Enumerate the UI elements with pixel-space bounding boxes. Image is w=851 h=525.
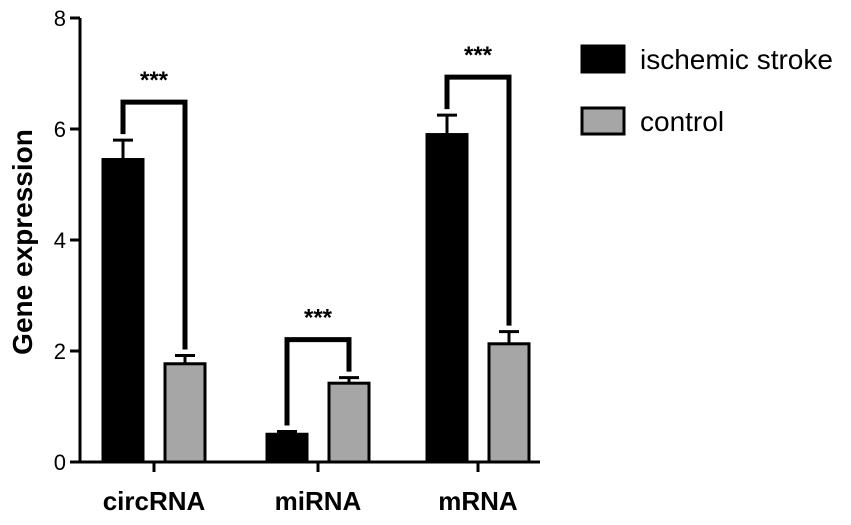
axes: 0 2 4 6 8 circRNA miRNA mRNA bbox=[54, 6, 540, 516]
significance-label-mRNA: *** bbox=[464, 42, 493, 69]
y-tick-label-4: 8 bbox=[54, 6, 66, 31]
x-tick-label-miRNA: miRNA bbox=[275, 486, 362, 516]
bar-mRNA-control bbox=[487, 342, 531, 464]
y-tick-label-3: 6 bbox=[54, 117, 66, 142]
bar-circRNA-control bbox=[163, 362, 207, 464]
legend-swatch-0 bbox=[580, 44, 626, 74]
x-tick-label-circRNA: circRNA bbox=[103, 486, 206, 516]
x-tick-label-mRNA: mRNA bbox=[438, 486, 518, 516]
significance-bracket-miRNA bbox=[284, 337, 352, 426]
bar-circRNA-stroke bbox=[101, 158, 145, 464]
y-tick-label-2: 4 bbox=[54, 228, 66, 253]
legend-label-0: ischemic stroke bbox=[640, 44, 833, 75]
y-axis-title: Gene expression bbox=[7, 129, 38, 355]
legend-swatch-1 bbox=[580, 106, 626, 136]
bar-mRNA-stroke bbox=[425, 133, 469, 464]
significance-bracket-circRNA bbox=[120, 99, 188, 350]
y-tick-label-1: 2 bbox=[54, 339, 66, 364]
significance-bracket-mRNA bbox=[444, 74, 512, 326]
significance-label-circRNA: *** bbox=[140, 67, 169, 94]
bar-miRNA-stroke bbox=[265, 432, 309, 464]
legend: ischemic stroke control bbox=[580, 44, 833, 137]
legend-label-1: control bbox=[640, 106, 724, 137]
significance-annotations: *** *** *** bbox=[120, 42, 512, 426]
bars bbox=[101, 113, 531, 464]
y-tick-label-0: 0 bbox=[54, 450, 66, 475]
significance-label-miRNA: *** bbox=[304, 305, 333, 332]
bar-miRNA-control bbox=[327, 381, 371, 464]
